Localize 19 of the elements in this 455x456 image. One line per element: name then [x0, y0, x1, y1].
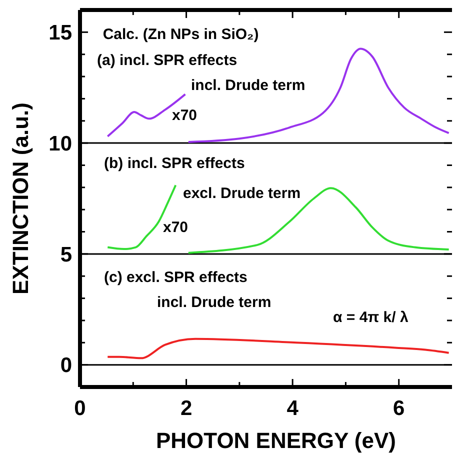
annotation: α = 4π k/ λ [333, 309, 409, 326]
y-axis-title: EXTINCTION (a.u.) [8, 102, 33, 294]
y-tick-label: 10 [48, 132, 72, 156]
x-tick-label: 2 [180, 397, 192, 420]
y-tick-label: 0 [60, 354, 72, 378]
x-tick-label: 4 [286, 397, 299, 420]
x-axis-title: PHOTON ENERGY (eV) [156, 428, 396, 453]
x-tick-label: 6 [393, 397, 405, 420]
annotation: incl. Drude term [191, 77, 306, 94]
y-tick-label: 5 [60, 243, 72, 266]
annotation: (b) incl. SPR effects [104, 155, 245, 172]
annotation: x70 [172, 107, 198, 124]
annotation: (a) incl. SPR effects [97, 52, 238, 69]
annotation: x70 [163, 219, 188, 236]
y-tick-label: 15 [48, 22, 72, 45]
annotation: (c) excl. SPR effects [104, 269, 248, 286]
annotation: excl. Drude term [183, 185, 301, 202]
text: Calc. (Zn NPs in SiO₂) [102, 26, 259, 43]
annotation: incl. Drude term [157, 294, 272, 311]
